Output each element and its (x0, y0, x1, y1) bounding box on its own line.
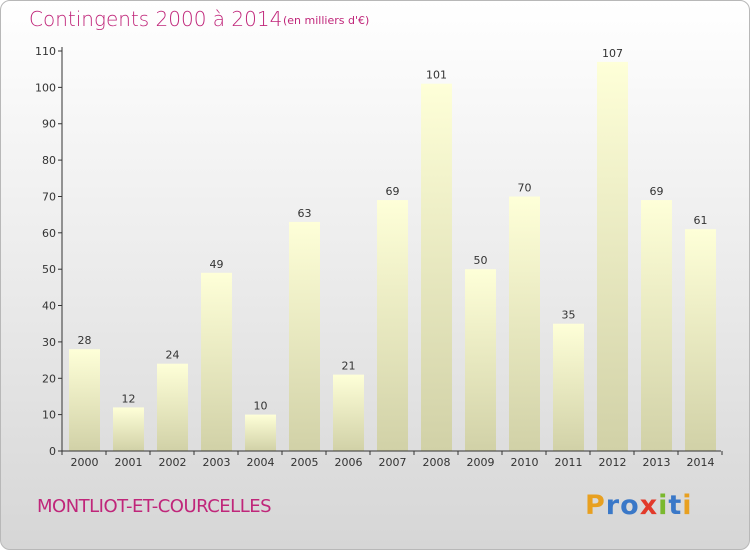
x-tick-label-2003: 2003 (203, 456, 231, 469)
y-tick-label-100: 100 (35, 81, 56, 94)
data-label-2014: 61 (694, 214, 708, 227)
x-tick-label-2002: 2002 (159, 456, 187, 469)
bar-2000 (69, 349, 100, 451)
x-tick-label-2008: 2008 (423, 456, 451, 469)
x-tick-label-2001: 2001 (115, 456, 143, 469)
bar-2003 (201, 272, 232, 451)
bar-2009 (465, 269, 496, 451)
data-label-2007: 69 (386, 185, 400, 198)
y-tick-label-40: 40 (42, 300, 56, 313)
x-tick-label-2007: 2007 (379, 456, 407, 469)
x-tick-label-2012: 2012 (599, 456, 627, 469)
x-tick-label-2009: 2009 (467, 456, 495, 469)
proxiti-logo: Proxiti (585, 490, 693, 521)
data-label-2006: 21 (342, 360, 356, 373)
logo-letter: i (658, 490, 669, 521)
y-tick-label-60: 60 (42, 227, 56, 240)
bar-2004 (245, 414, 276, 451)
x-tick-label-2005: 2005 (291, 456, 319, 469)
data-label-2001: 12 (122, 392, 136, 405)
chart-title: Contingents 2000 à 2014 (29, 7, 283, 31)
logo-letter: i (682, 490, 693, 521)
bar-2001 (113, 407, 144, 451)
x-tick-label-2013: 2013 (643, 456, 671, 469)
x-tick-label-2010: 2010 (511, 456, 539, 469)
y-tick-label-90: 90 (42, 118, 56, 131)
bar-2011 (553, 323, 584, 451)
data-label-2004: 10 (254, 400, 268, 413)
data-label-2010: 70 (518, 182, 532, 195)
y-tick-label-110: 110 (35, 45, 56, 58)
x-tick-label-2000: 2000 (71, 456, 99, 469)
bar-2006 (333, 374, 364, 451)
commune-name: MONTLIOT-ET-COURCELLES (37, 496, 272, 517)
y-tick-label-20: 20 (42, 372, 56, 385)
y-tick-label-70: 70 (42, 191, 56, 204)
data-label-2008: 101 (426, 69, 447, 82)
x-tick-label-2006: 2006 (335, 456, 363, 469)
y-tick-label-10: 10 (42, 409, 56, 422)
data-label-2012: 107 (602, 47, 623, 60)
y-tick-label-30: 30 (42, 336, 56, 349)
logo-letter: x (639, 490, 659, 521)
data-label-2003: 49 (210, 258, 224, 271)
data-label-2002: 24 (166, 349, 180, 362)
bar-2005 (289, 221, 320, 451)
data-label-2009: 50 (474, 254, 488, 267)
data-label-2011: 35 (562, 309, 576, 322)
logo-letter: r (605, 490, 621, 521)
y-tick-label-0: 0 (49, 445, 56, 458)
bar-2013 (641, 200, 672, 451)
bar-2002 (157, 363, 188, 451)
bar-2014 (685, 229, 716, 451)
data-label-2005: 63 (298, 207, 312, 220)
x-tick-label-2014: 2014 (687, 456, 715, 469)
x-tick-label-2011: 2011 (555, 456, 583, 469)
bar-2008 (421, 83, 452, 451)
logo-letter: o (620, 490, 640, 521)
x-tick-label-2004: 2004 (247, 456, 275, 469)
chart-subtitle: (en milliers d'€) (283, 14, 370, 27)
bars-layer: 28 12 24 49 10 63 21 69 101 50 70 35 107 69 61 (69, 47, 716, 452)
bar-2007 (377, 200, 408, 451)
data-label-2013: 69 (650, 185, 664, 198)
axes-layer: 2000 2001 2002 2003 2004 2005 2006 2007 2008 2009… (35, 45, 723, 469)
bar-2010 (509, 196, 540, 451)
y-tick-label-80: 80 (42, 154, 56, 167)
y-tick-label-50: 50 (42, 263, 56, 276)
bar-2012 (597, 61, 628, 452)
logo-letter: P (585, 490, 606, 521)
data-label-2000: 28 (78, 334, 92, 347)
logo-letter: t (668, 490, 683, 521)
